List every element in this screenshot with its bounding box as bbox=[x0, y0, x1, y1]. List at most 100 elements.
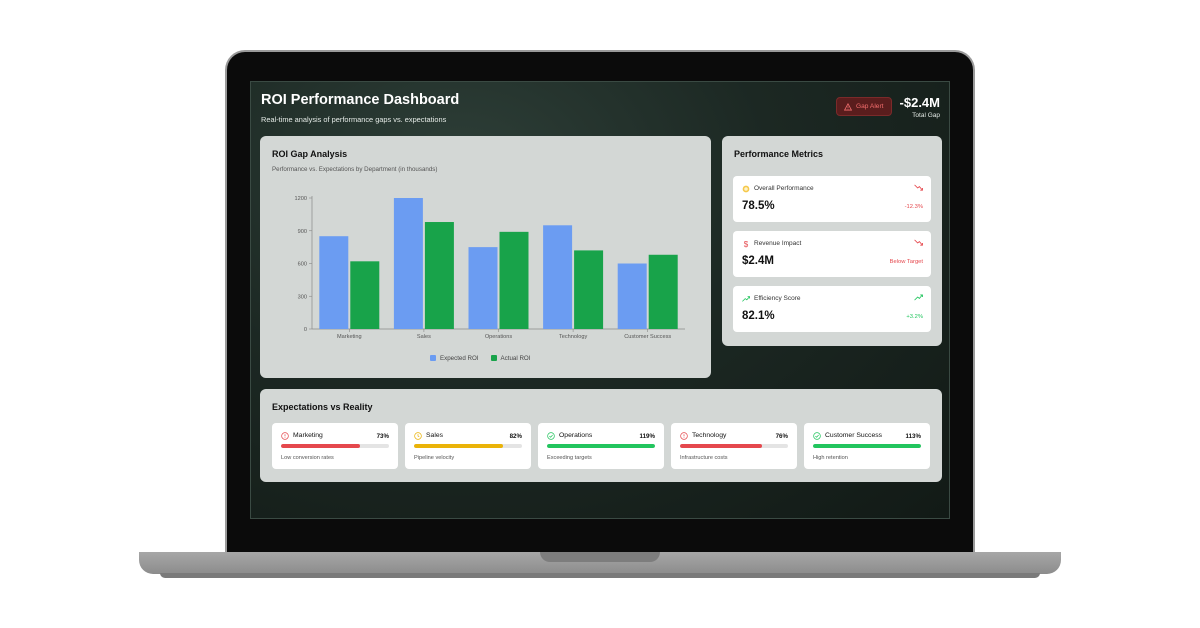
expectation-progress-bar bbox=[547, 444, 655, 448]
laptop-notch bbox=[540, 552, 660, 562]
legend-swatch bbox=[490, 355, 497, 361]
expectation-name: Technology bbox=[692, 432, 727, 439]
svg-text:$: $ bbox=[744, 240, 749, 248]
metric-efficiency-score: Efficiency Score 82.1% +3.2% bbox=[733, 286, 931, 332]
metric-delta: Below Target bbox=[889, 259, 923, 265]
bar-actual bbox=[499, 231, 529, 329]
bar-expected bbox=[393, 198, 423, 329]
x-tick-label: Customer Success bbox=[624, 334, 671, 340]
bar-actual bbox=[424, 222, 454, 329]
expectation-name: Operations bbox=[559, 432, 593, 439]
expectation-progress-bar bbox=[414, 444, 522, 448]
warning-icon bbox=[844, 102, 852, 110]
expectation-progress-fill bbox=[281, 444, 360, 448]
legend-label: Actual ROI bbox=[500, 355, 531, 362]
expectation-name: Sales bbox=[426, 432, 444, 439]
chart-title: ROI Gap Analysis bbox=[272, 149, 348, 159]
metric-label: Revenue Impact bbox=[754, 240, 802, 247]
metric-label: Overall Performance bbox=[754, 185, 814, 192]
legend-label: Expected ROI bbox=[440, 355, 479, 362]
y-tick-label: 600 bbox=[298, 262, 307, 268]
gap-alert-label: Gap Alert bbox=[856, 103, 884, 110]
x-tick-label: Technology bbox=[559, 334, 588, 340]
bar-expected bbox=[617, 263, 647, 329]
expectation-progress-fill bbox=[414, 444, 503, 448]
expectation-percent: 113% bbox=[905, 433, 921, 440]
bar-expected bbox=[468, 247, 498, 329]
metric-value: 78.5% bbox=[742, 200, 775, 212]
expectations-title: Expectations vs Reality bbox=[272, 402, 373, 412]
metric-label: Efficiency Score bbox=[754, 295, 801, 302]
metric-value: 82.1% bbox=[742, 310, 775, 322]
performance-metrics-card: Performance Metrics Overall Performance … bbox=[722, 136, 942, 346]
expectation-name: Customer Success bbox=[825, 432, 883, 439]
expectation-name: Marketing bbox=[293, 432, 323, 439]
total-gap-label: Total Gap bbox=[912, 112, 940, 119]
x-tick-label: Operations bbox=[485, 334, 513, 340]
metric-revenue-impact: $ Revenue Impact $2.4M Below Target bbox=[733, 231, 931, 277]
expectation-note: Pipeline velocity bbox=[414, 455, 455, 461]
check-circle-icon bbox=[547, 432, 555, 440]
bar-actual bbox=[648, 254, 678, 329]
expectation-progress-bar bbox=[281, 444, 389, 448]
alert-circle-icon bbox=[680, 432, 688, 440]
metric-delta: +3.2% bbox=[906, 314, 923, 320]
chart-subtitle: Performance vs. Expectations by Departme… bbox=[272, 166, 438, 173]
expectation-item: Customer Success 113% High retention bbox=[804, 423, 930, 469]
bar-actual bbox=[574, 250, 604, 329]
expectation-note: Infrastructure costs bbox=[680, 455, 728, 461]
x-tick-label: Sales bbox=[417, 334, 431, 340]
expectation-item: Technology 76% Infrastructure costs bbox=[671, 423, 797, 469]
bar-expected bbox=[543, 225, 573, 329]
expectation-note: Exceeding targets bbox=[547, 455, 592, 461]
expectation-progress-fill bbox=[547, 444, 655, 448]
metrics-title: Performance Metrics bbox=[734, 149, 824, 159]
laptop-base bbox=[139, 552, 1061, 574]
y-tick-label: 1200 bbox=[295, 196, 307, 202]
page-title: ROI Performance Dashboard bbox=[261, 92, 460, 108]
trend-up-icon bbox=[742, 296, 750, 302]
trend-down-icon bbox=[914, 184, 923, 191]
expectation-progress-fill bbox=[813, 444, 921, 448]
expectation-percent: 73% bbox=[376, 433, 389, 440]
expectation-progress-bar bbox=[813, 444, 921, 448]
dollar-icon: $ bbox=[744, 240, 749, 248]
trend-up-icon bbox=[914, 294, 923, 301]
metric-overall-performance: Overall Performance 78.5% -12.3% bbox=[733, 176, 931, 222]
expectation-progress-fill bbox=[680, 444, 763, 448]
total-gap-value: -$2.4M bbox=[899, 95, 940, 110]
clock-icon bbox=[414, 432, 422, 440]
expectations-card: Expectations vs Reality Marketing 73% Low … bbox=[260, 389, 942, 482]
roi-gap-chart-card: ROI Gap Analysis Performance vs. Expecta… bbox=[260, 136, 711, 378]
y-tick-label: 0 bbox=[304, 327, 307, 333]
expectation-note: Low conversion rates bbox=[281, 455, 334, 461]
y-tick-label: 900 bbox=[298, 229, 307, 235]
bar-actual bbox=[350, 261, 380, 329]
dashboard-screen: ROI Performance Dashboard Real-time anal… bbox=[250, 81, 950, 519]
target-icon bbox=[742, 185, 750, 193]
trend-down-icon bbox=[914, 239, 923, 246]
expectation-percent: 82% bbox=[509, 433, 522, 440]
legend-item[interactable]: Actual ROI bbox=[490, 355, 531, 362]
page-subtitle: Real-time analysis of performance gaps v… bbox=[261, 115, 447, 124]
bar-expected bbox=[319, 236, 349, 329]
laptop-base-edge bbox=[160, 573, 1040, 578]
check-circle-icon bbox=[813, 432, 821, 440]
metric-delta: -12.3% bbox=[904, 204, 923, 210]
gap-alert-button[interactable]: Gap Alert bbox=[836, 97, 892, 116]
expectation-percent: 119% bbox=[639, 433, 655, 440]
expectation-item: Marketing 73% Low conversion rates bbox=[272, 423, 398, 469]
alert-circle-icon bbox=[281, 432, 289, 440]
y-tick-label: 300 bbox=[298, 294, 307, 300]
expectation-percent: 76% bbox=[775, 433, 788, 440]
legend-swatch bbox=[430, 355, 436, 361]
expectation-progress-bar bbox=[680, 444, 788, 448]
roi-bar-chart: 0 300 600 900 1200 Marketing Sales Operations Te… bbox=[295, 196, 685, 340]
expectation-item: Sales 82% Pipeline velocity bbox=[405, 423, 531, 469]
legend-item[interactable]: Expected ROI bbox=[430, 355, 479, 362]
expectation-note: High retention bbox=[813, 455, 848, 461]
x-tick-label: Marketing bbox=[337, 334, 362, 340]
expectation-item: Operations 119% Exceeding targets bbox=[538, 423, 664, 469]
chart-legend: Expected ROI Actual ROI bbox=[430, 355, 530, 362]
metric-value: $2.4M bbox=[742, 255, 774, 267]
